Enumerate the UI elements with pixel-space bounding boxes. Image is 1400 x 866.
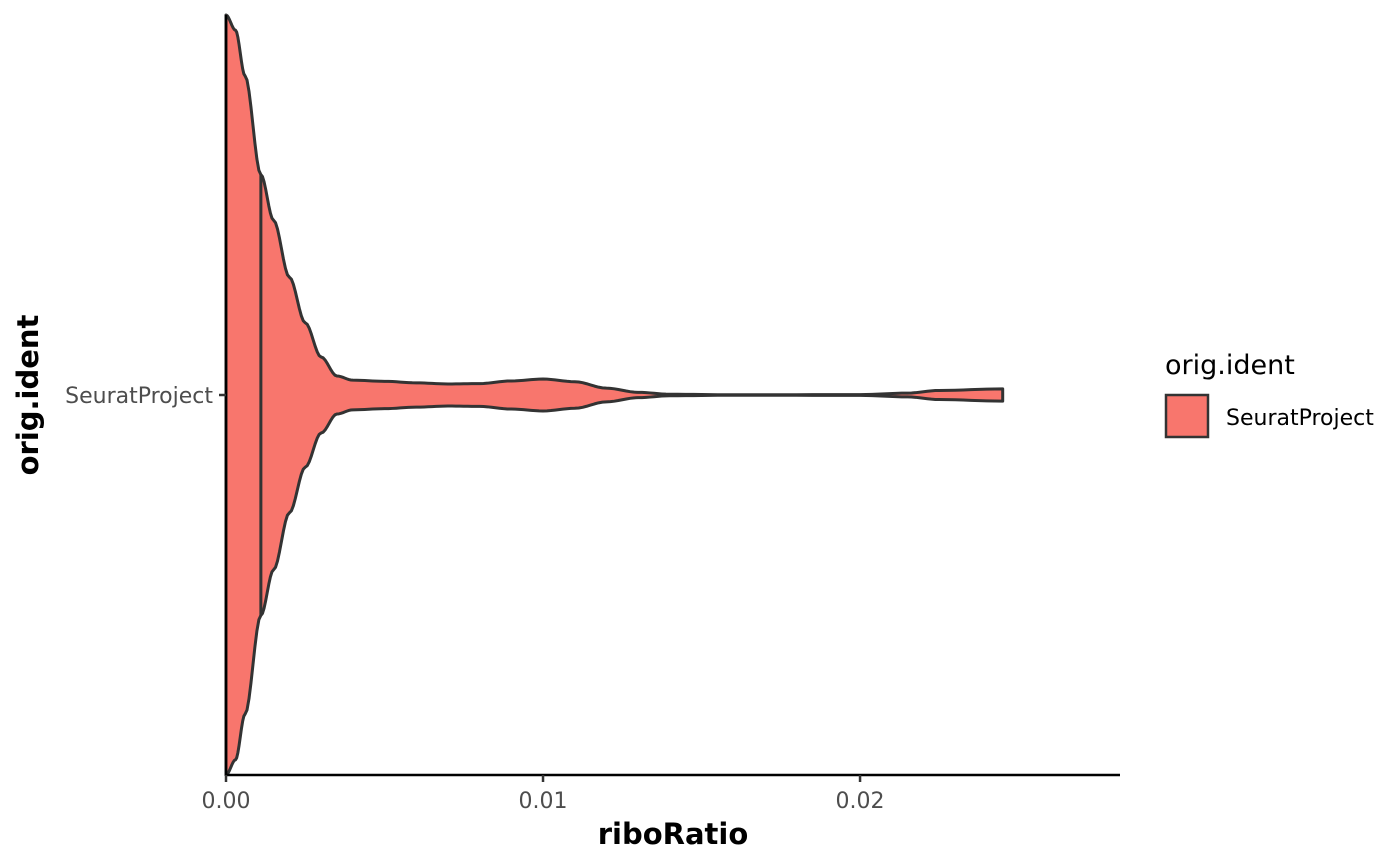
y-axis: SeuratProject orig.ident [11,15,228,776]
x-ticks: 0.00 0.01 0.02 [202,775,885,814]
y-axis-title: orig.ident [11,314,45,475]
legend: orig.ident SeuratProject [1164,350,1374,439]
x-tick-label-0: 0.00 [202,789,251,814]
violin-seuratproject [224,13,1005,777]
x-tick-label-1: 0.01 [519,789,568,814]
legend-swatch-seuratproject [1164,393,1210,439]
x-axis: 0.00 0.01 0.02 riboRatio [202,773,1120,851]
x-tick-label-2: 0.02 [836,789,885,814]
x-axis-title: riboRatio [598,817,749,851]
plot-panel [224,13,1005,777]
legend-label-seuratproject: SeuratProject [1226,406,1374,431]
legend-title: orig.ident [1165,350,1295,381]
y-tick-label-seuratproject: SeuratProject [65,384,213,409]
